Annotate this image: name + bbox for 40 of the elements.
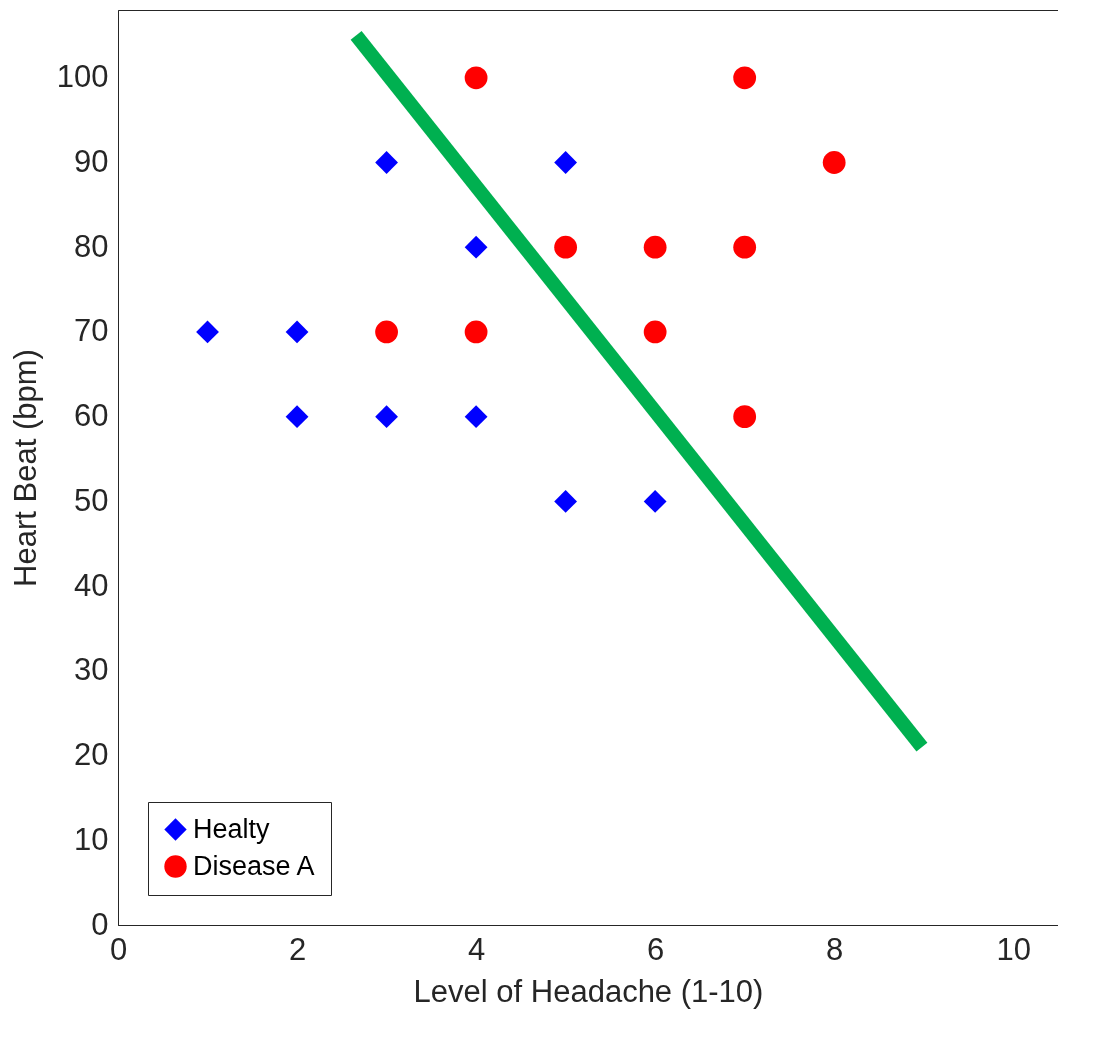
- point: [375, 151, 398, 174]
- point: [733, 405, 757, 429]
- point: [464, 320, 488, 344]
- x-tick-label: 2: [288, 931, 307, 967]
- y-tick-label: 90: [74, 144, 109, 179]
- y-tick-label: 70: [74, 313, 109, 349]
- point: [464, 405, 488, 429]
- y-tick-label: 10: [74, 821, 109, 857]
- point: [822, 151, 846, 174]
- x-axis-title: Level of Headache (1-10): [413, 973, 764, 1009]
- point: [285, 320, 309, 344]
- point: [375, 405, 398, 429]
- point: [464, 235, 488, 259]
- x-tick-label: 4: [467, 931, 486, 967]
- point: [554, 151, 578, 174]
- y-tick-label: 40: [74, 567, 109, 603]
- y-tick-label: 30: [74, 652, 109, 688]
- x-tick-label: 10: [996, 931, 1031, 967]
- point: [733, 235, 757, 259]
- point: [643, 320, 667, 344]
- point: [196, 320, 219, 344]
- legend-label: Disease A: [193, 850, 315, 881]
- legend-label: Healty: [193, 813, 271, 844]
- y-tick-label: 20: [74, 737, 109, 773]
- y-tick-label: 60: [74, 398, 109, 434]
- point: [554, 235, 578, 259]
- point: [464, 66, 488, 90]
- y-tick-label: 0: [91, 906, 109, 942]
- y-axis-title: Heart Beat (bpm): [7, 349, 43, 587]
- y-tick-label: 50: [74, 482, 109, 518]
- x-tick-label: 6: [647, 931, 665, 967]
- y-tick-label: 80: [74, 228, 109, 264]
- point: [643, 235, 667, 259]
- point: [554, 489, 578, 513]
- y-tick-label: 100: [56, 59, 109, 95]
- x-tick-label: 8: [826, 931, 844, 967]
- point: [733, 66, 757, 90]
- point: [285, 405, 309, 429]
- point: [375, 320, 398, 344]
- point: [643, 489, 667, 513]
